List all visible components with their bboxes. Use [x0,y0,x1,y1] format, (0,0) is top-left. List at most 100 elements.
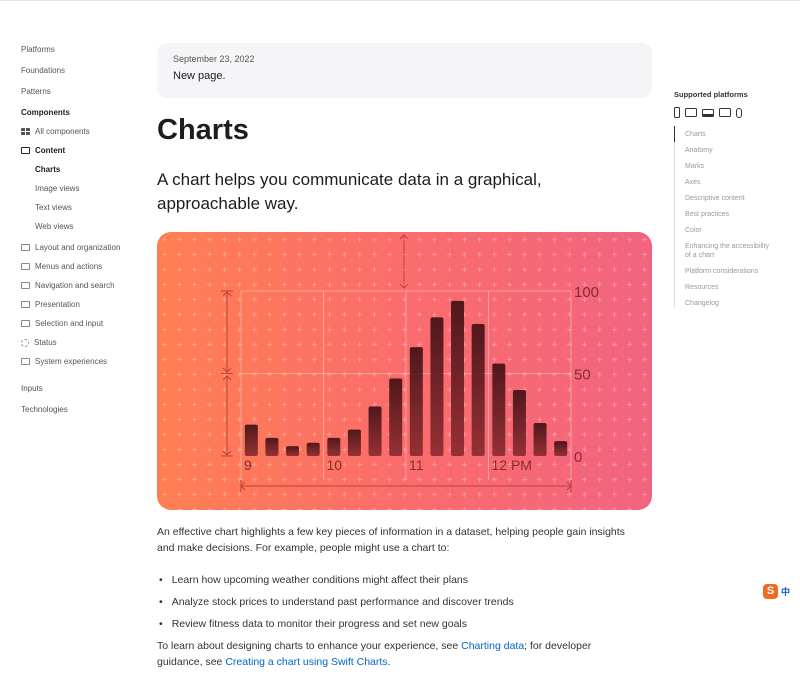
banner-date: September 23, 2022 [173,54,255,64]
list-item: Review fitness data to monitor their pro… [157,613,514,635]
toc-anatomy[interactable]: Anatomy [685,147,713,154]
label: Web views [35,222,74,231]
label: Text views [35,203,72,212]
nav-menus[interactable]: Menus and actions [21,257,146,276]
navigation-icon [21,282,30,289]
toc-color[interactable]: Color [685,227,702,234]
ime-indicator[interactable]: S 中 [763,584,790,599]
text: To learn about designing charts to enhan… [157,640,462,652]
platform-icons [674,107,794,118]
chart-bar [244,424,258,456]
toc-charts[interactable]: Charts [674,126,794,142]
chart-bar [512,390,526,456]
toc-best-practices[interactable]: Best practices [685,211,729,218]
nav-patterns[interactable]: Patterns [21,82,146,101]
toc-descriptive-content[interactable]: Descriptive content [685,195,745,202]
axis-ticks [221,290,233,457]
swift-charts-link[interactable]: Creating a chart using Swift Charts [225,656,388,668]
ime-mode: 中 [781,587,791,597]
nav-charts[interactable]: Charts [21,160,146,179]
label: Menus and actions [35,262,103,271]
chart-bar [533,423,547,456]
toc-resources[interactable]: Resources [685,284,719,291]
toc-platform-considerations[interactable]: Platform considerations [685,268,759,275]
nav-foundations[interactable]: Foundations [21,61,146,80]
top-margin-arrow [399,234,409,289]
guidance-paragraph: To learn about designing charts to enhan… [157,638,637,670]
label: System experiences [35,357,108,366]
banner-note: New page. [173,70,226,82]
toc-marks[interactable]: Marks [685,163,705,170]
x-tick-label: 10 [327,457,343,473]
tv-icon [719,108,731,117]
toc-changelog[interactable]: Changelog [685,300,719,307]
left-sidebar: Platforms Foundations Patterns Component… [21,40,146,419]
chart-bar [430,317,444,456]
content-icon [21,147,30,154]
label: Status [34,338,57,347]
mac-icon [702,108,714,117]
supported-platforms-heading: Supported platforms [674,90,748,99]
nav-selection[interactable]: Selection and input [21,314,146,333]
chart-svg: 9 10 11 12 PM 100 50 0 [157,232,652,510]
nav-platforms[interactable]: Platforms [21,40,146,59]
chart-bar [286,446,300,456]
nav-text-views[interactable]: Text views [21,198,146,217]
label: Technologies [21,405,68,414]
nav-presentation[interactable]: Presentation [21,295,146,314]
nav-components[interactable]: Components [21,103,146,122]
sogou-ime-icon: S [763,584,778,599]
text: ; for developer guidance, see [157,640,592,668]
selection-icon [21,320,30,327]
chart-bar [306,442,320,456]
nav-all-components[interactable]: All components [21,122,146,141]
nav-navigation[interactable]: Navigation and search [21,276,146,295]
nav-system[interactable]: System experiences [21,352,146,371]
label: Image views [35,184,80,193]
nav-content[interactable]: Content [21,141,146,160]
chart-bar [471,324,485,456]
label: Foundations [21,66,66,75]
nav-image-views[interactable]: Image views [21,179,146,198]
label: Charts [35,165,61,174]
ipad-icon [685,108,697,117]
label: Layout and organization [35,243,121,252]
label: Navigation and search [35,281,115,290]
hero-chart-illustration: 9 10 11 12 PM 100 50 0 [157,232,652,510]
charting-data-link[interactable]: Charting data [461,640,525,652]
label: Patterns [21,87,51,96]
upper-axis-arrow [222,291,232,373]
page-title: Charts [157,114,249,146]
menu-icon [21,263,30,270]
iphone-icon [674,107,680,118]
nav-status[interactable]: Status [21,333,146,352]
layout-icon [21,244,30,251]
chart-bar [389,378,403,456]
table-of-contents: Charts Anatomy Marks Axes Descriptive co… [674,126,794,308]
chart-bar [492,363,506,456]
changelog-banner: September 23, 2022 New page. [157,43,652,98]
right-sidebar: Supported platforms Charts Anatomy Marks… [674,90,794,315]
use-list: Learn how upcoming weather conditions mi… [157,569,514,635]
intro-paragraph: An effective chart highlights a few key … [157,526,625,554]
chart-bar [265,437,279,456]
toc-axes[interactable]: Axes [685,179,701,186]
width-arrow [240,480,572,492]
presentation-icon [21,301,30,308]
y-tick-label: 0 [574,449,582,466]
text: . [387,656,391,668]
nav-technologies[interactable]: Technologies [21,400,146,419]
label: All components [35,127,90,136]
chart-bar [409,347,423,456]
label: Presentation [35,300,80,309]
label: Inputs [21,384,43,393]
nav-web-views[interactable]: Web views [21,217,146,236]
x-tick-label: 11 [409,457,424,473]
nav-inputs[interactable]: Inputs [21,379,146,398]
grid-icon [21,128,30,135]
nav-layout[interactable]: Layout and organization [21,238,146,257]
y-tick-label: 100 [574,284,599,301]
toc-accessibility[interactable]: Enhancing the accessibility of a chart [685,243,770,259]
label: Selection and input [35,319,104,328]
chart-bar [451,300,465,456]
